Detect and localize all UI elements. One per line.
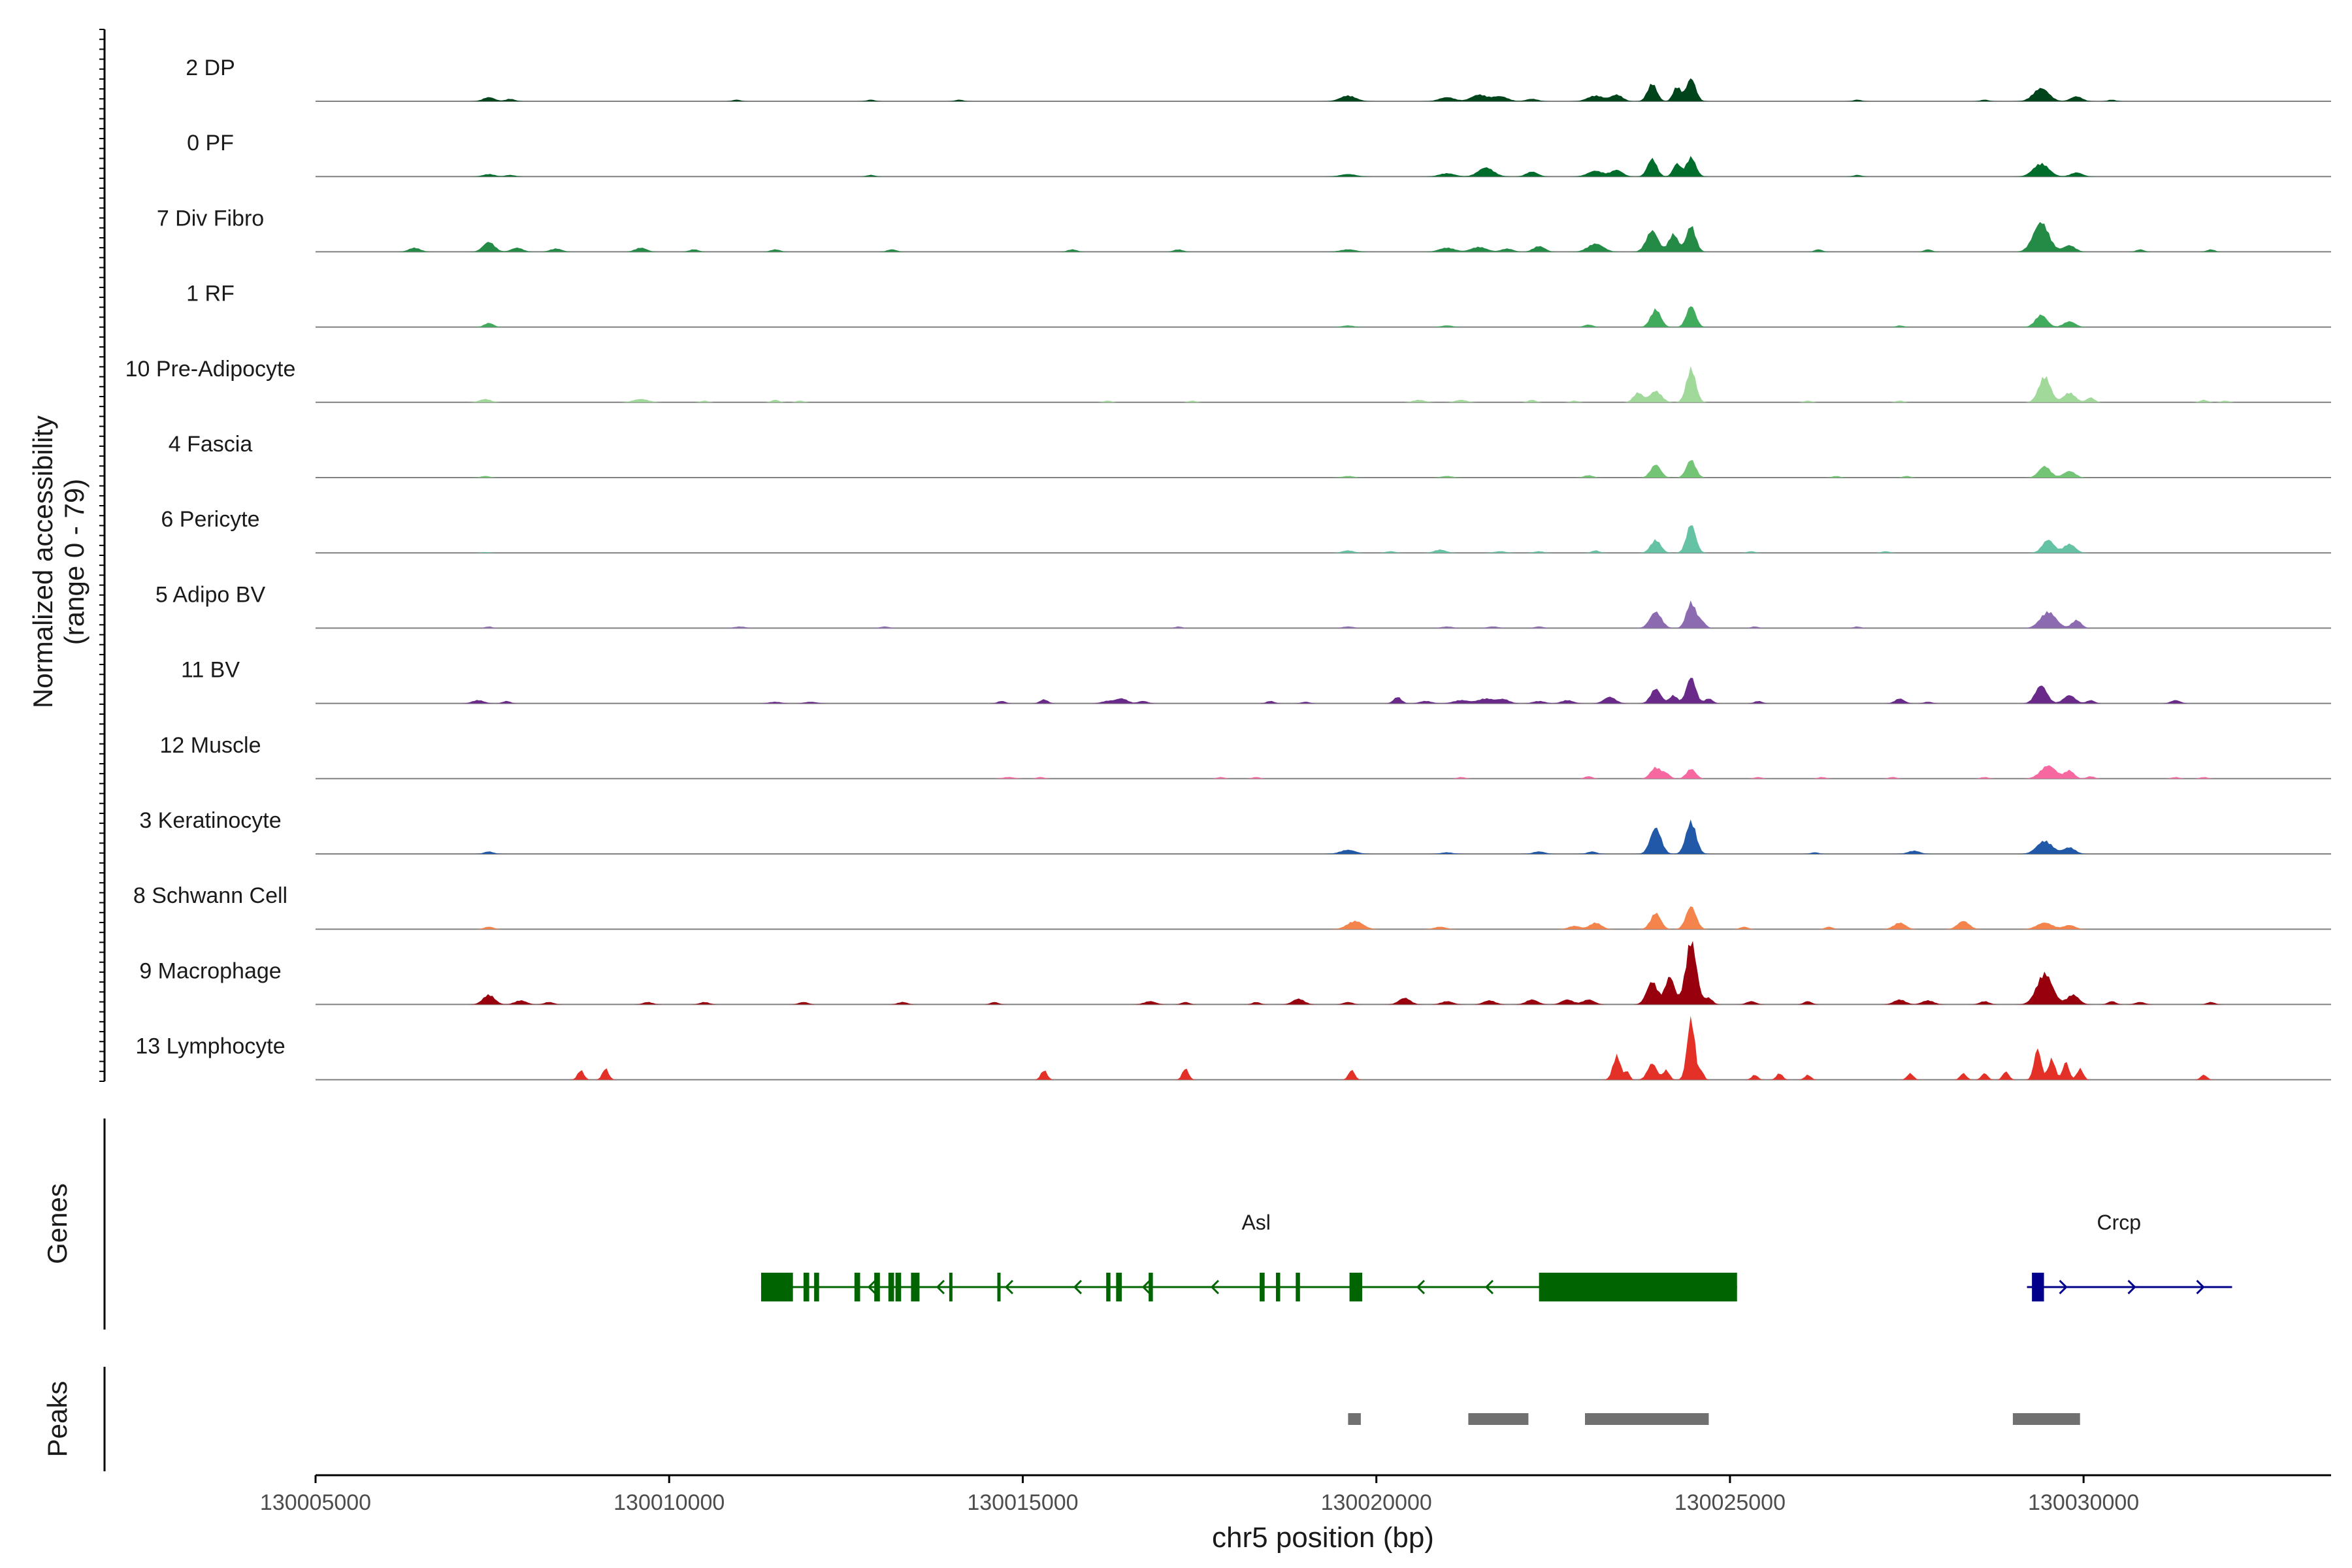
track-5-adipo-bv: 5 Adipo BV (155, 582, 2331, 629)
strand-arrow (2127, 1279, 2136, 1295)
coverage-area (316, 678, 2331, 704)
peak-region (1468, 1413, 1529, 1425)
track-3-keratinocyte: 3 Keratinocyte (139, 808, 2331, 855)
track-label: 4 Fascia (169, 432, 253, 457)
strand-arrow (1416, 1279, 1426, 1295)
track-13-lymphocyte: 13 Lymphocyte (135, 1015, 2331, 1081)
gene-exon (1275, 1273, 1281, 1301)
gene-exon (1539, 1273, 1737, 1301)
track-1-rf: 1 RF (186, 282, 2331, 328)
genes-panel-label: Genes (42, 1183, 73, 1264)
strand-arrow (2196, 1279, 2205, 1295)
x-tick-label: 130030000 (2028, 1490, 2139, 1515)
track-label: 12 Muscle (160, 733, 261, 758)
gene-exon (760, 1273, 793, 1301)
gene-name-label: Crcp (2097, 1211, 2141, 1234)
track-label: 2 DP (186, 56, 235, 80)
track-label: 1 RF (186, 282, 235, 306)
track-11-bv: 11 BV (181, 658, 2331, 704)
coverage-area (316, 78, 2331, 101)
coverage-area (316, 906, 2331, 930)
gene-exon (911, 1273, 920, 1301)
y-axis-sublabel: (range 0 - 79) (59, 479, 90, 645)
gene-exon (854, 1273, 860, 1301)
x-tick-label: 130010000 (613, 1490, 725, 1515)
coverage-area (316, 306, 2331, 327)
strand-arrow (1210, 1279, 1220, 1295)
track-label: 13 Lymphocyte (135, 1034, 285, 1059)
track-label: 9 Macrophage (139, 958, 281, 983)
gene-asl: Asl (760, 1211, 1737, 1301)
track-label: 6 Pericyte (161, 507, 259, 532)
coverage-area (316, 221, 2331, 252)
x-axis: 130005000 130010000 130015000 130020000 1300… (260, 1474, 2331, 1554)
gene-exon (1116, 1273, 1122, 1301)
strand-arrow (1073, 1279, 1083, 1295)
coverage-area (316, 819, 2331, 854)
strand-arrow (2059, 1279, 2068, 1295)
gene-exon (949, 1273, 953, 1301)
x-tick-label: 130015000 (967, 1490, 1078, 1515)
track-label: 8 Schwann Cell (133, 883, 287, 908)
track-label: 10 Pre-Adipocyte (125, 357, 296, 382)
peak-region (1348, 1413, 1361, 1425)
coverage-area (316, 155, 2331, 177)
track-10-pre-adipocyte: 10 Pre-Adipocyte (125, 357, 2331, 403)
coverage-area (316, 941, 2331, 1005)
gene-crcp: Crcp (2027, 1211, 2232, 1301)
accessibility-tracks: 2 DP 0 PF 7 Div Fibro 1 RF 10 Pre-Adipocyte 4… (125, 56, 2331, 1081)
gene-exon (803, 1273, 809, 1301)
gene-exon (895, 1273, 902, 1301)
y-axis: Normalized accessibility (range 0 - 79) (27, 29, 106, 1082)
coverage-area (316, 525, 2331, 553)
track-label: 0 PF (187, 131, 234, 155)
x-tick-label: 130020000 (1321, 1490, 1432, 1515)
coverage-area (316, 600, 2331, 629)
strand-arrow (1004, 1279, 1014, 1295)
gene-exon (2032, 1273, 2044, 1301)
track-label: 5 Adipo BV (155, 582, 266, 607)
track-6-pericyte: 6 Pericyte (161, 507, 2331, 554)
track-7-div-fibro: 7 Div Fibro (157, 206, 2331, 253)
track-label: 11 BV (181, 658, 240, 683)
genes-panel: Genes Asl Crcp (42, 1119, 2232, 1330)
track-2-dp: 2 DP (186, 56, 2331, 102)
gene-name-label: Asl (1241, 1211, 1270, 1234)
gene-exon (1260, 1273, 1265, 1301)
strand-arrow (867, 1279, 877, 1295)
coverage-area (316, 460, 2331, 478)
gene-exon (997, 1273, 1001, 1301)
gene-exon (814, 1273, 819, 1301)
peak-region (1585, 1413, 1709, 1425)
peaks-panel: Peaks (42, 1367, 2080, 1471)
x-tick-label: 130005000 (260, 1490, 371, 1515)
gene-exon (874, 1273, 880, 1301)
track-12-muscle: 12 Muscle (160, 733, 2331, 779)
gene-exon (1106, 1273, 1111, 1301)
strand-arrow (1141, 1279, 1151, 1295)
track-9-macrophage: 9 Macrophage (139, 941, 2331, 1005)
coverage-area (316, 1015, 2331, 1080)
gene-exon (1349, 1273, 1363, 1301)
x-tick-label: 130025000 (1674, 1490, 1786, 1515)
gene-exon (1149, 1273, 1153, 1301)
peak-region (2012, 1413, 2080, 1425)
track-4-fascia: 4 Fascia (169, 432, 2331, 478)
track-0-pf: 0 PF (187, 131, 2331, 178)
y-axis-label: Normalized accessibility (27, 416, 58, 708)
strand-arrow (1484, 1279, 1494, 1295)
gene-exon (1296, 1273, 1300, 1301)
coverage-area (316, 366, 2331, 402)
coverage-area (316, 765, 2331, 779)
track-label: 3 Keratinocyte (139, 808, 281, 833)
track-8-schwann-cell: 8 Schwann Cell (133, 883, 2331, 930)
gene-exon (888, 1273, 894, 1301)
track-label: 7 Div Fibro (157, 206, 264, 231)
peaks-panel-label: Peaks (42, 1381, 73, 1458)
x-axis-label: chr5 position (bp) (1212, 1522, 1434, 1554)
strand-arrow (936, 1279, 945, 1295)
